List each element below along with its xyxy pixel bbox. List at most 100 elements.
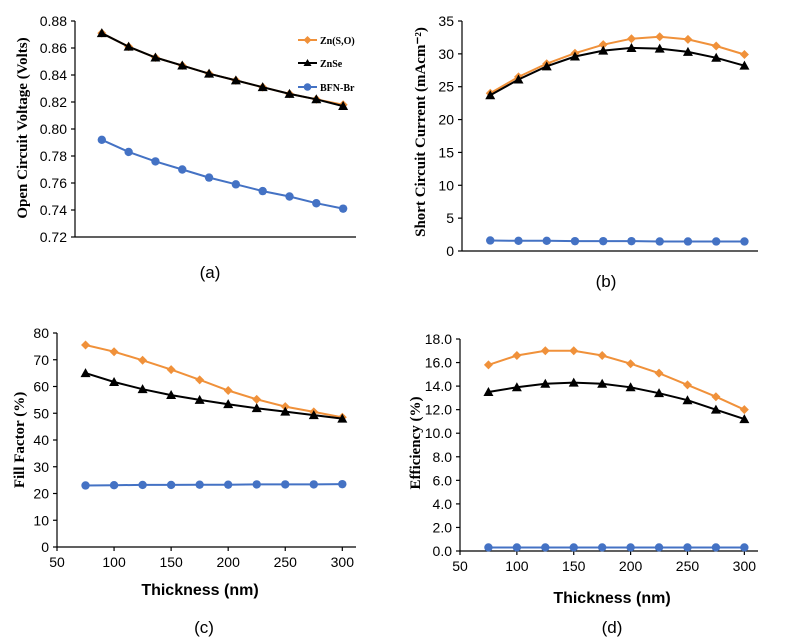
data-point-znse: [123, 41, 134, 51]
y-tick-label: 80: [33, 325, 49, 341]
data-point-zns: [512, 350, 522, 360]
data-point-bfn: [338, 479, 347, 489]
data-point-znse: [223, 399, 234, 409]
data-point-zns: [81, 340, 91, 350]
data-point-znse: [626, 42, 637, 52]
data-point-zns: [597, 350, 607, 360]
panel-label: (d): [602, 618, 623, 637]
data-point-bfn: [740, 237, 749, 246]
y-tick-label: 0.86: [40, 40, 67, 56]
data-point-zns: [626, 359, 636, 369]
y-tick-label: 0.88: [40, 13, 67, 29]
data-point-bfn: [654, 543, 664, 552]
data-point-zns: [166, 365, 176, 375]
data-point-zns: [280, 402, 290, 412]
data-point-bfn: [252, 480, 261, 489]
legend-label-bfn: BFN-Br: [320, 83, 355, 94]
x-tick-label: 50: [49, 554, 65, 570]
chart-open-circuit-voltage: Open Circuit Voltage (Volts) (a) Zn(S,O)…: [15, 13, 356, 282]
data-point-bfn: [166, 480, 176, 490]
y-tick-label: 50: [33, 405, 49, 421]
data-point-bfn: [151, 157, 160, 166]
data-point-zns: [711, 41, 721, 51]
data-point-znse: [625, 382, 636, 392]
y-tick-label: 40: [33, 432, 49, 448]
y-tick-label: 0.74: [40, 202, 67, 218]
y-tick-label: 0: [446, 243, 454, 259]
x-tick-label: 200: [619, 558, 643, 574]
data-point-zns: [195, 375, 205, 385]
legend-label-zns: Zn(S,O): [320, 36, 355, 47]
data-point-znse: [230, 75, 241, 85]
y-tick-label: 8.0: [433, 449, 453, 465]
x-tick-label: 150: [562, 558, 586, 574]
data-point-znse: [682, 46, 693, 56]
chart-efficiency: Efficiency (%) Thickness (nm) (d) 0.0 2.0…: [408, 331, 758, 637]
data-point-zns: [682, 380, 692, 390]
y-tick-label: 0.84: [40, 67, 67, 83]
x-tick-label: 300: [331, 554, 355, 570]
data-point-znse: [109, 376, 120, 386]
data-point-bfn: [512, 543, 522, 552]
data-point-zns: [598, 40, 608, 50]
data-point-znse: [177, 60, 188, 70]
panel-label: (c): [194, 618, 214, 637]
data-point-znse: [711, 52, 722, 62]
data-point-bfn: [312, 199, 321, 208]
y-tick-label: 0: [41, 539, 49, 555]
data-point-znse: [308, 410, 319, 420]
legend-label-znse: ZnSe: [320, 59, 343, 70]
y-axis-label: Open Circuit Voltage (Volts): [15, 37, 31, 218]
y-tick-label: 12.0: [425, 402, 452, 418]
chart-short-circuit-current: Short Circuit Current (mAcm⁻²) (b) 0 5 10 1…: [413, 13, 758, 291]
data-point-znse: [568, 377, 579, 387]
data-point-znse: [569, 51, 580, 61]
data-point-bfn: [683, 237, 693, 246]
y-tick-label: 18.0: [425, 331, 452, 347]
y-tick-label: 20: [33, 486, 49, 502]
series-line-znse: [101, 32, 344, 108]
data-point-znse: [311, 94, 322, 104]
x-tick-label: 100: [102, 554, 126, 570]
data-point-znse: [710, 404, 721, 414]
data-point-znse: [280, 406, 291, 416]
y-tick-label: 35: [438, 13, 454, 29]
data-point-znse: [204, 68, 215, 78]
data-point-zns: [540, 346, 550, 356]
y-tick-label: 20: [438, 112, 454, 128]
data-point-bfn: [338, 204, 348, 213]
data-point-bfn: [570, 236, 580, 246]
y-tick-label: 16.0: [425, 355, 452, 371]
y-tick-label: 6.0: [433, 472, 453, 488]
data-point-bfn: [258, 186, 267, 196]
data-point-znse: [541, 61, 552, 71]
data-point-znse: [483, 387, 494, 396]
data-point-znse: [598, 45, 609, 55]
y-tick-label: 60: [33, 379, 49, 395]
data-point-bfn: [195, 480, 204, 489]
data-point-bfn: [124, 147, 133, 157]
x-tick-label: 150: [159, 554, 183, 570]
y-tick-label: 0.76: [40, 175, 67, 191]
data-point-bfn: [138, 480, 147, 490]
data-point-bfn: [109, 481, 119, 490]
y-tick-label: 0.72: [40, 229, 67, 245]
data-point-znse: [682, 395, 693, 405]
data-point-bfn: [740, 543, 749, 552]
data-point-znse: [284, 88, 295, 98]
data-point-bfn: [285, 192, 294, 201]
y-tick-label: 0.0: [433, 543, 453, 559]
y-tick-label: 0.80: [40, 121, 67, 137]
data-point-bfn: [281, 480, 290, 489]
data-point-zns: [223, 386, 233, 396]
x-tick-label: 50: [452, 558, 468, 574]
y-axis-label: Short Circuit Current (mAcm⁻²): [413, 27, 429, 237]
y-tick-label: 30: [33, 459, 49, 475]
legend-marker-triangle: [303, 59, 312, 66]
y-tick-label: 30: [438, 46, 454, 62]
data-point-bfn: [231, 180, 241, 189]
data-point-bfn: [484, 543, 493, 552]
y-tick-label: 14.0: [425, 378, 452, 394]
legend-marker-diamond: [303, 36, 312, 44]
